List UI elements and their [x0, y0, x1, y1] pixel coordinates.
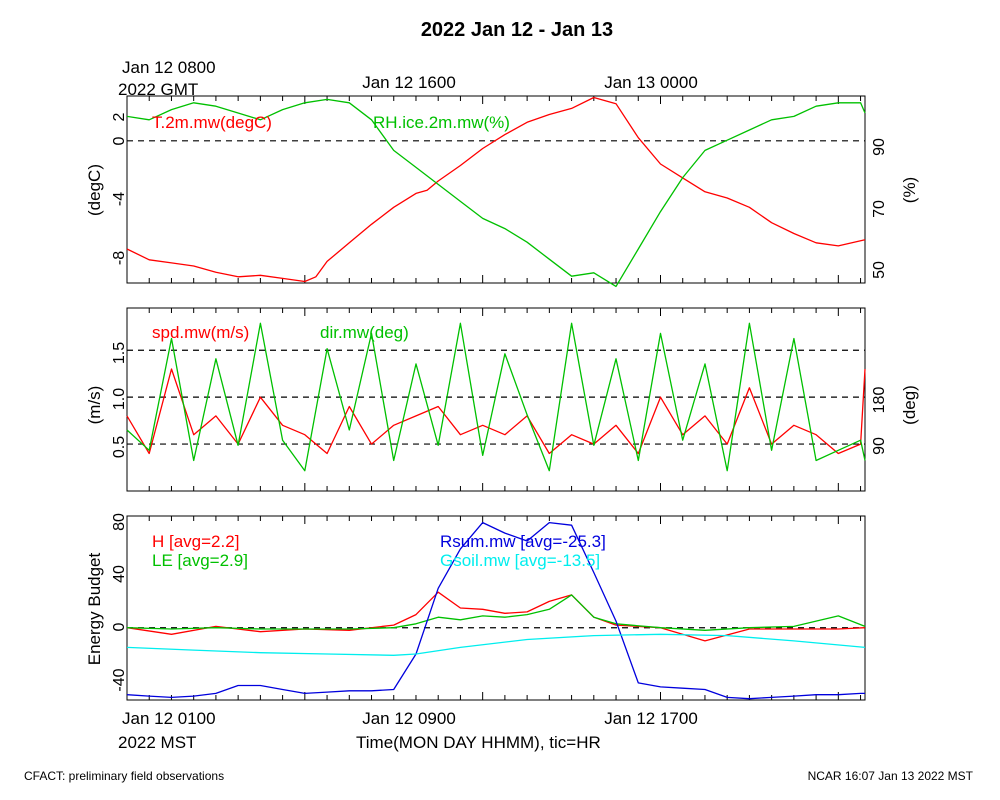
y-tick-label-right: 50	[871, 261, 888, 279]
series-line-rh-ice-2m-mw	[126, 98, 866, 288]
top-timezone-label: 2022 GMT	[118, 80, 198, 99]
x-axis-label: Time(MON DAY HHMM), tic=HR	[356, 733, 601, 752]
y-tick-label: 1.5	[111, 342, 128, 364]
series-line-gsoil-mw	[126, 633, 866, 656]
chart-title: 2022 Jan 12 - Jan 13	[421, 19, 613, 41]
y-axis-label-right: (deg)	[900, 385, 919, 425]
series-label-radiation: Rsum.mw [avg=-25.3]	[440, 532, 606, 551]
y-tick-label: 0.5	[111, 436, 128, 458]
bottom-time-label-2: Jan 12 1700	[604, 709, 698, 728]
y-axis-label-left: Energy Budget	[85, 552, 104, 665]
series-line-h	[126, 591, 866, 642]
series-label-wind-speed: spd.mw(m/s)	[152, 323, 249, 342]
y-tick-label: 1.0	[111, 388, 128, 410]
y-tick-label-right: 90	[871, 138, 888, 156]
series-label-sensible-heat: H [avg=2.2]	[152, 532, 239, 551]
bottom-time-label-1: Jan 12 0900	[362, 709, 456, 728]
series-label-temperature: T.2m.mw(degC)	[152, 113, 272, 132]
temperature-humidity-panel: T.2m.mw(degC) RH.ice.2m.mw(%) 2 0 -4 -8 …	[85, 95, 919, 288]
series-label-soil-heat: Gsoil.mw [avg=-13.5]	[440, 551, 600, 570]
y-tick-label: -40	[111, 668, 128, 691]
series-label-latent-heat: LE [avg=2.9]	[152, 551, 248, 570]
y-tick-label: 0	[111, 622, 128, 631]
series-line-rsum-mw	[126, 521, 865, 700]
y-tick-label: 2	[111, 112, 128, 121]
wind-panel: spd.mw(m/s) dir.mw(deg) 0.5 1.0 1.5 (m/s…	[85, 307, 919, 492]
bottom-timezone-label: 2022 MST	[118, 733, 196, 752]
series-label-wind-direction: dir.mw(deg)	[320, 323, 409, 342]
y-tick-label-right: 70	[871, 200, 888, 218]
y-axis-label-left: (degC)	[85, 164, 104, 216]
top-time-label-0: Jan 12 0800	[122, 58, 216, 77]
series-line-t-2m-mw	[126, 96, 866, 283]
series-line-dir-mw	[126, 322, 866, 472]
footer-left: CFACT: preliminary field observations	[24, 769, 224, 783]
bottom-time-label-0: Jan 12 0100	[122, 709, 216, 728]
y-tick-label: 0	[111, 136, 128, 145]
y-axis-label-right: (%)	[900, 177, 919, 203]
y-tick-label: -8	[111, 251, 128, 265]
series-line-le	[126, 594, 866, 631]
series-label-humidity: RH.ice.2m.mw(%)	[373, 113, 510, 132]
panel-frame	[126, 515, 866, 701]
y-tick-label: 80	[111, 513, 128, 531]
y-tick-label-right: 180	[871, 387, 888, 414]
y-tick-label-right: 90	[871, 437, 888, 455]
y-tick-label: -4	[111, 192, 128, 206]
y-tick-label: 40	[111, 565, 128, 583]
panel-frame	[126, 95, 866, 284]
top-time-label-2: Jan 13 0000	[604, 73, 698, 92]
top-time-label-1: Jan 12 1600	[362, 73, 456, 92]
panel-frame	[126, 307, 866, 492]
y-axis-label-left: (m/s)	[85, 386, 104, 425]
energy-budget-panel: H [avg=2.2] LE [avg=2.9] Rsum.mw [avg=-2…	[85, 513, 866, 701]
footer-right: NCAR 16:07 Jan 13 2022 MST	[808, 769, 974, 783]
series-line-spd-mw	[126, 368, 866, 455]
